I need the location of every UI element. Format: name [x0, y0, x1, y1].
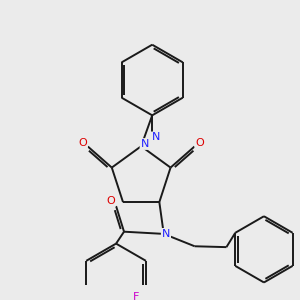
Text: N: N	[152, 132, 160, 142]
Text: N: N	[162, 229, 170, 239]
Text: O: O	[195, 138, 204, 148]
Text: F: F	[133, 292, 140, 300]
Text: O: O	[78, 138, 87, 148]
Text: N: N	[140, 139, 149, 149]
Text: O: O	[106, 196, 115, 206]
